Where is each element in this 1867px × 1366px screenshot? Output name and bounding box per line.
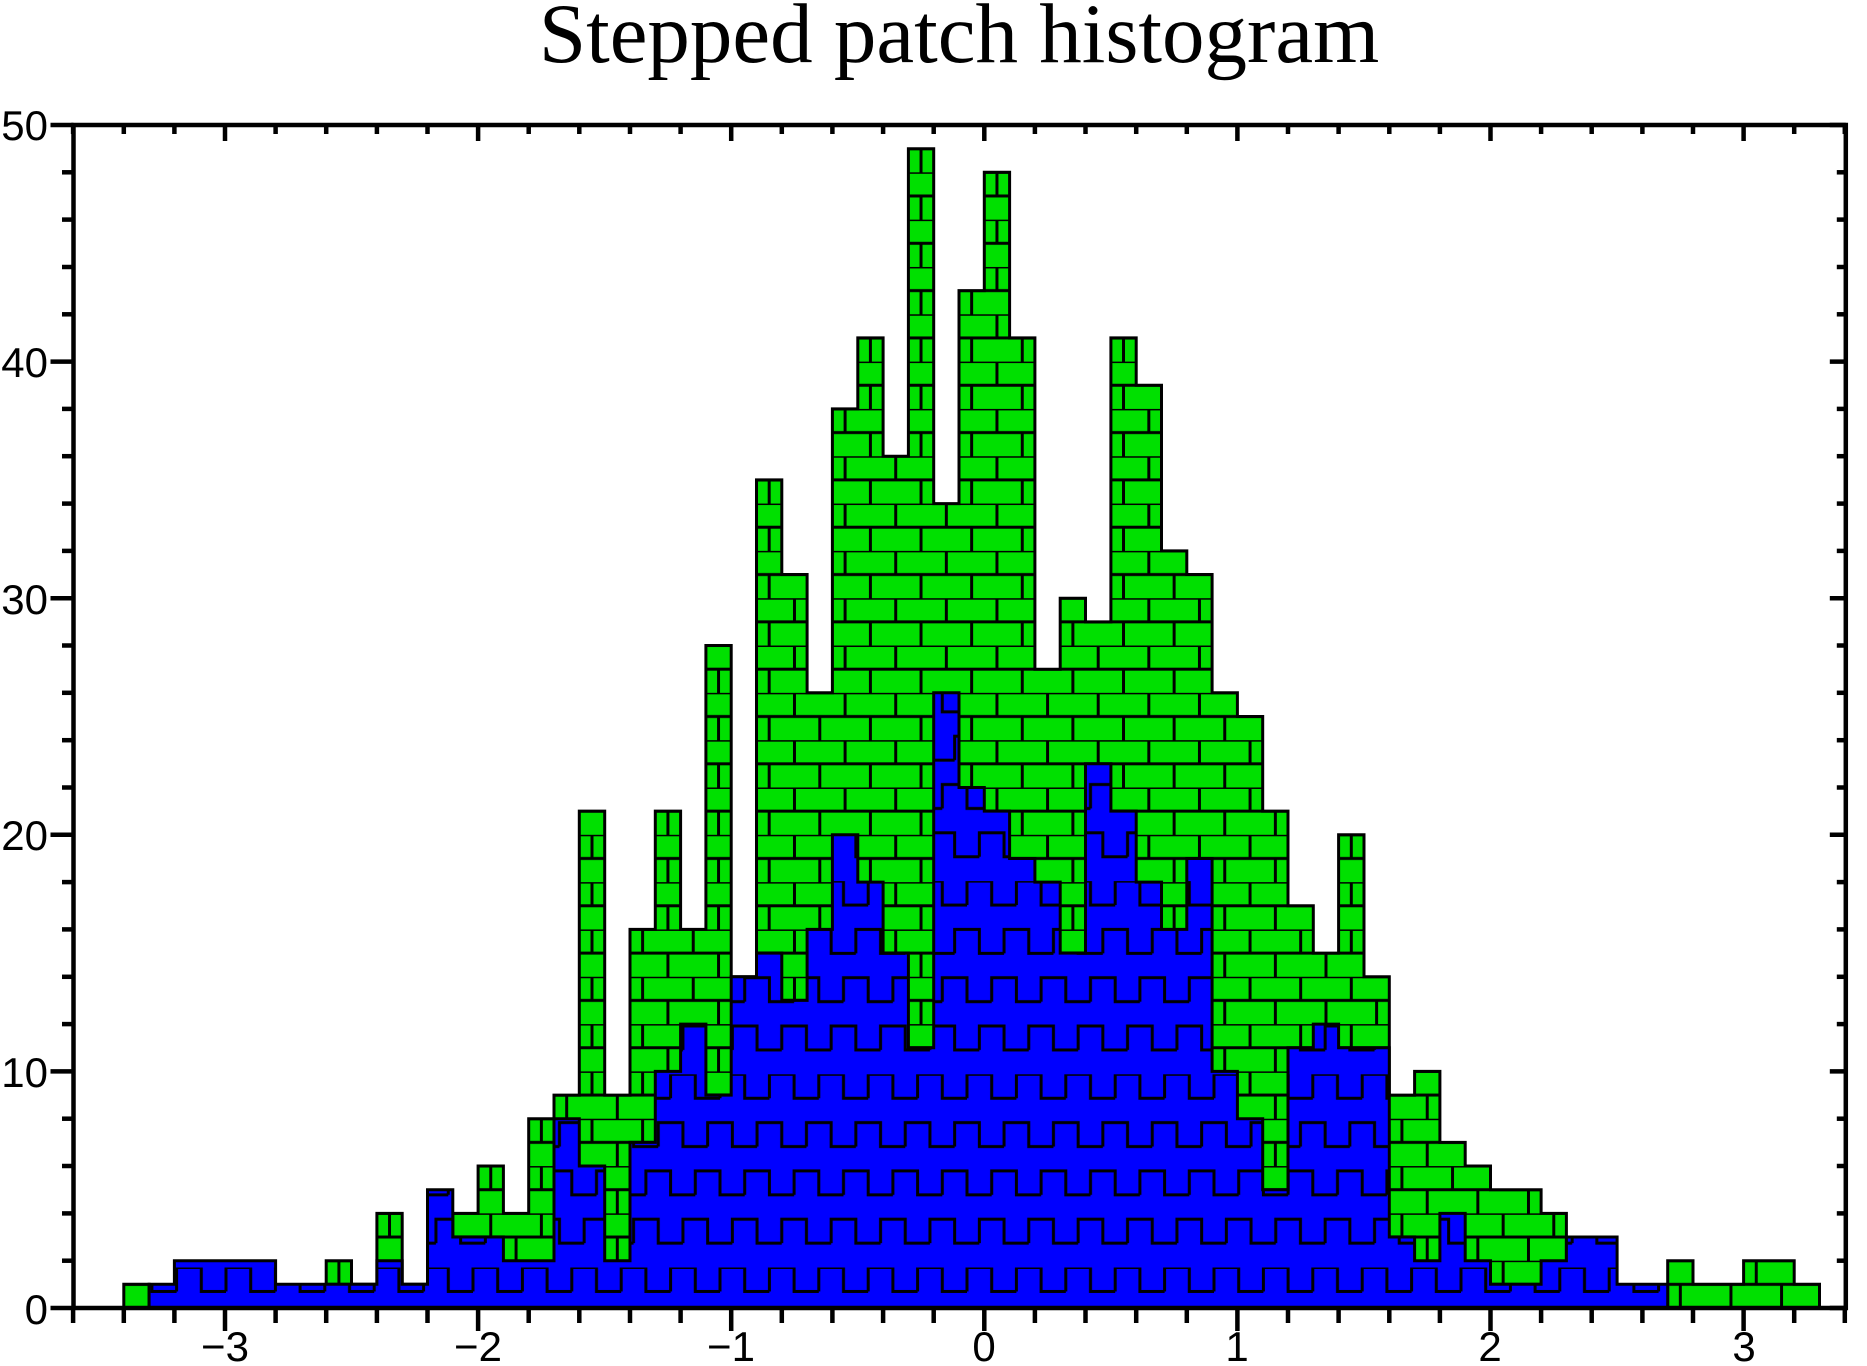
svg-text:20: 20 bbox=[1, 812, 48, 859]
svg-text:0: 0 bbox=[972, 1323, 995, 1366]
svg-text:2: 2 bbox=[1478, 1323, 1501, 1366]
svg-text:1: 1 bbox=[1225, 1323, 1248, 1366]
svg-text:Stepped patch histogram: Stepped patch histogram bbox=[539, 0, 1379, 81]
svg-text:30: 30 bbox=[1, 576, 48, 623]
svg-text:10: 10 bbox=[1, 1049, 48, 1096]
svg-text:3: 3 bbox=[1732, 1323, 1755, 1366]
svg-text:−2: −2 bbox=[454, 1323, 502, 1366]
svg-text:50: 50 bbox=[1, 102, 48, 149]
svg-text:40: 40 bbox=[1, 339, 48, 386]
svg-text:0: 0 bbox=[25, 1286, 48, 1333]
svg-text:−3: −3 bbox=[201, 1323, 249, 1366]
svg-text:−1: −1 bbox=[707, 1323, 755, 1366]
